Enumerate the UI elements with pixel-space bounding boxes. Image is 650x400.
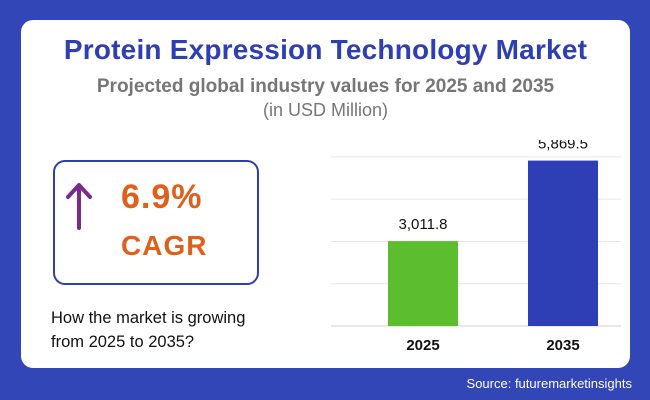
- source-note: Source: futuremarketinsights: [466, 376, 632, 391]
- cagr-box: 6.9% CAGR: [53, 160, 259, 285]
- arrow-up-icon: [66, 183, 92, 230]
- bar-2035: [528, 160, 598, 326]
- x-tick-label: 2025: [406, 337, 439, 354]
- page-title: Protein Expression Technology Market: [63, 34, 588, 65]
- cagr-label: CAGR: [121, 230, 208, 261]
- data-label: 3,011.8: [399, 216, 448, 233]
- bar-2025: [388, 241, 458, 326]
- growth-question: How the market is growing from 2025 to 2…: [51, 309, 246, 351]
- chart-subtitle: Projected global industry values for 202…: [96, 76, 555, 97]
- cagr-value: 6.9%: [121, 178, 203, 216]
- data-label: 5,869.5: [538, 140, 588, 153]
- unit-label: (in USD Million): [262, 100, 388, 120]
- chart-card: Protein Expression Technology Market Pro…: [21, 20, 630, 368]
- bar-chart: 3,011.8 2025 5,869.5 2035: [331, 140, 621, 354]
- x-tick-label: 2035: [546, 337, 579, 354]
